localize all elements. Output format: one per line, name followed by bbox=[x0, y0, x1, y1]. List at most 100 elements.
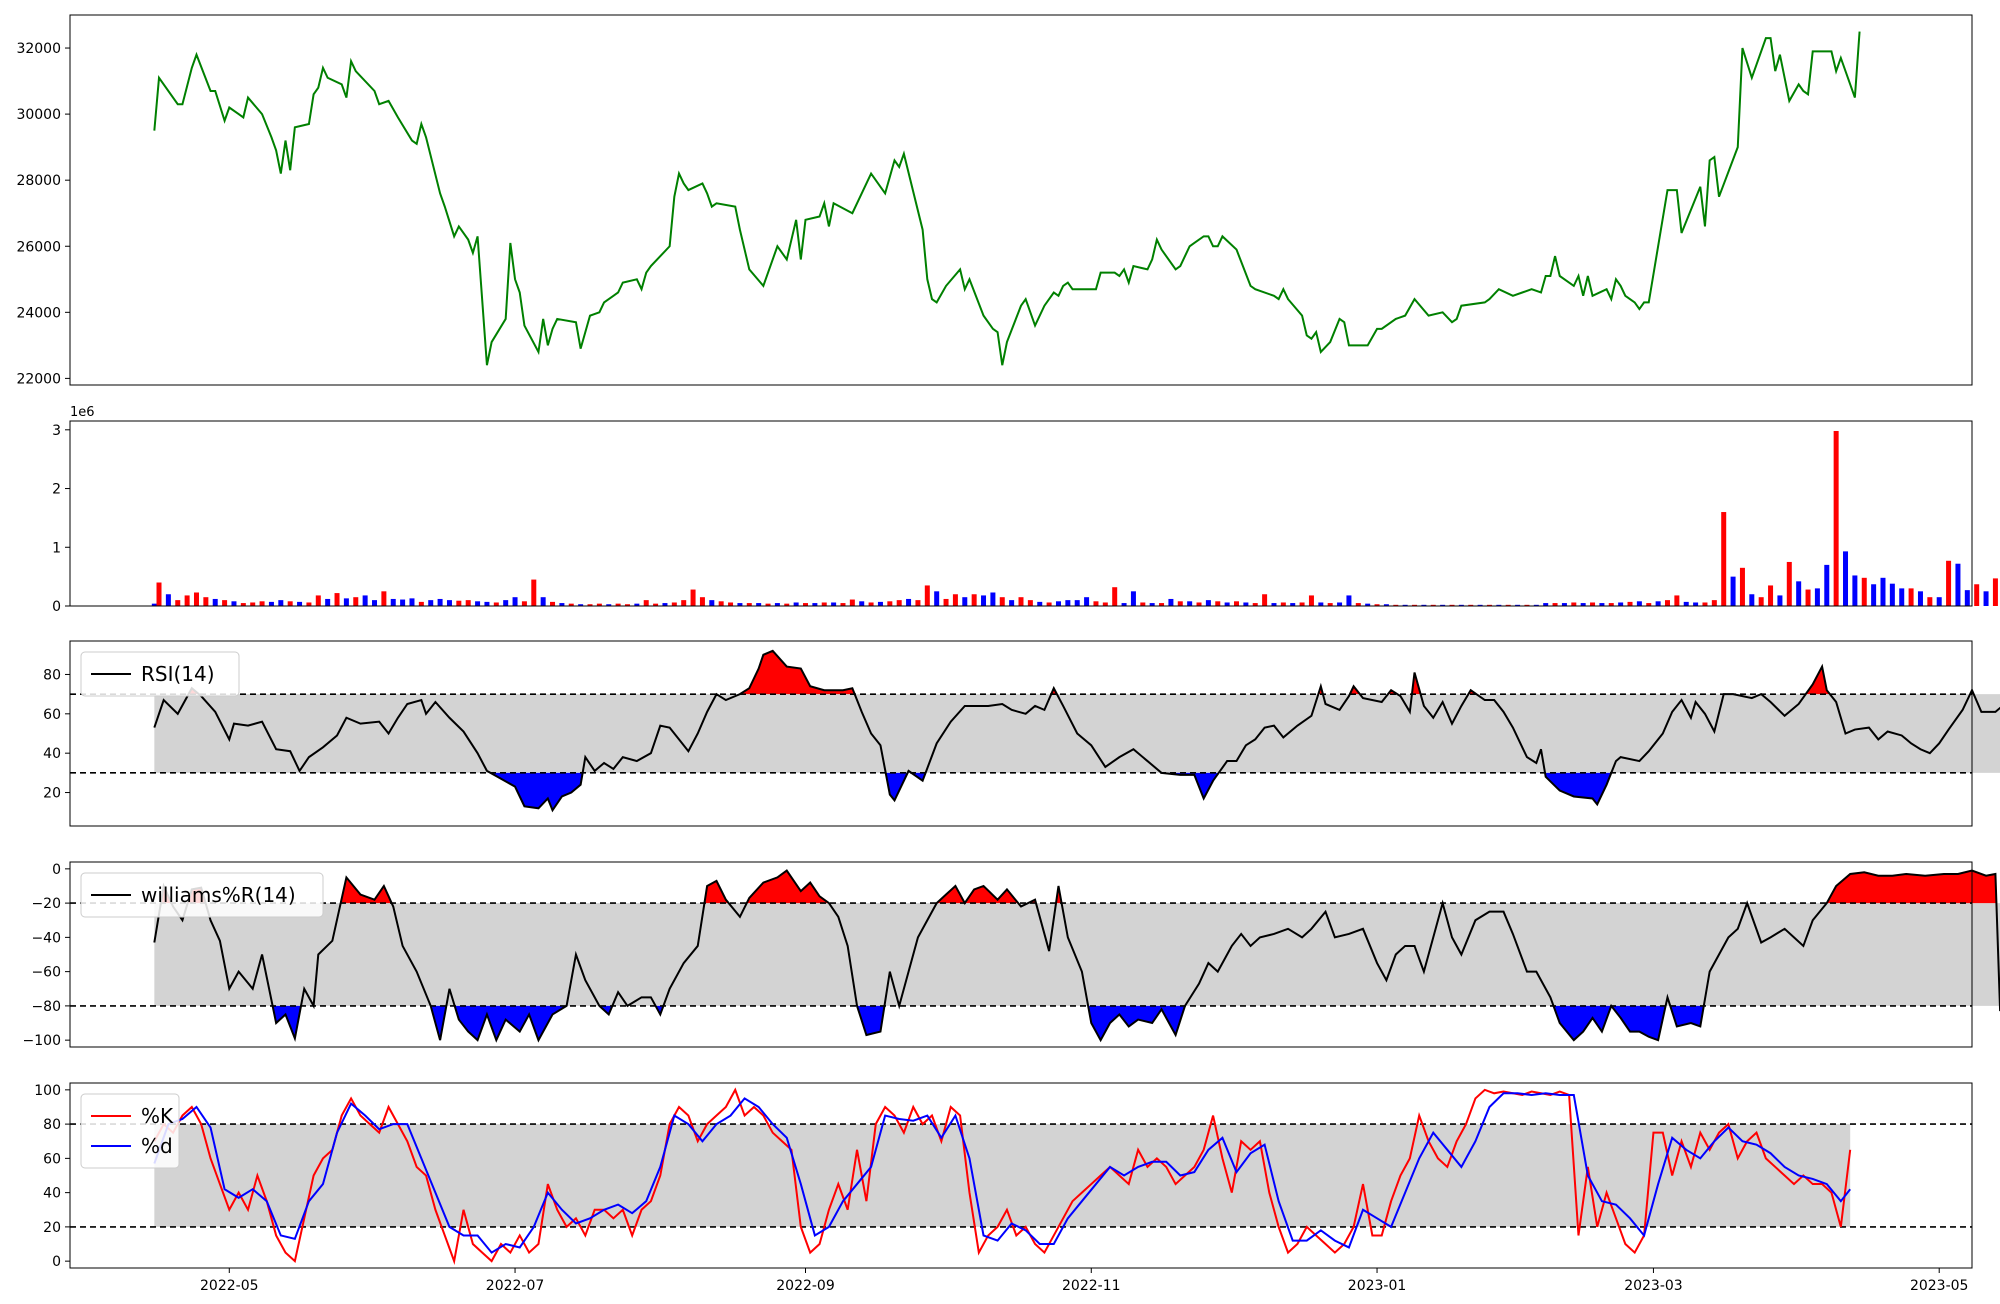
panel-4-ytick-label: 80 bbox=[43, 1117, 61, 1133]
volume-bar bbox=[1946, 561, 1951, 606]
volume-bar bbox=[691, 590, 696, 606]
volume-bar bbox=[1103, 602, 1108, 606]
volume-bar bbox=[353, 597, 358, 606]
volume-bar bbox=[1862, 578, 1867, 606]
volume-bar bbox=[1234, 601, 1239, 606]
volume-bar bbox=[1281, 602, 1286, 606]
volume-bar bbox=[1318, 602, 1323, 606]
volume-bar bbox=[1721, 512, 1726, 606]
panel-1-frame bbox=[70, 421, 1972, 606]
panel-4-ytick-label: 0 bbox=[52, 1254, 61, 1270]
volume-bar bbox=[1140, 602, 1145, 606]
volume-bar bbox=[541, 597, 546, 606]
volume-bar bbox=[1937, 597, 1942, 606]
volume-bar bbox=[1824, 565, 1829, 606]
volume-bar bbox=[391, 599, 396, 606]
rsi-legend-label: RSI(14) bbox=[141, 662, 215, 686]
volume-bar bbox=[1571, 602, 1576, 606]
volume-bar bbox=[1300, 602, 1305, 606]
volume-bar bbox=[1665, 600, 1670, 606]
volume-bar bbox=[1909, 588, 1914, 606]
volume-bar bbox=[831, 602, 836, 606]
volume-bar bbox=[447, 600, 452, 606]
volume-bar bbox=[1628, 602, 1633, 606]
panel-3-ytick-label: −20 bbox=[31, 896, 61, 912]
volume-bar bbox=[231, 601, 236, 606]
panel-0-ytick-label: 22000 bbox=[16, 371, 61, 387]
volume-bar bbox=[288, 601, 293, 606]
volume-bar bbox=[897, 600, 902, 606]
volume-offset-label: 1e6 bbox=[70, 405, 95, 420]
panel-3-ytick-label: −80 bbox=[31, 999, 61, 1015]
stochastic-legend-label: %d bbox=[141, 1134, 173, 1158]
volume-bar bbox=[1206, 600, 1211, 606]
volume-bar bbox=[466, 600, 471, 606]
x-tick-label: 2023-01 bbox=[1348, 1278, 1407, 1294]
x-tick-label: 2023-03 bbox=[1624, 1278, 1683, 1294]
panel-1-ytick-label: 2 bbox=[52, 482, 61, 498]
panel-3-ytick-label: −60 bbox=[31, 965, 61, 981]
volume-bar bbox=[1187, 601, 1192, 606]
panel-4-ytick-label: 40 bbox=[43, 1186, 61, 1202]
volume-bar bbox=[409, 598, 414, 606]
volume-bar bbox=[175, 600, 180, 606]
volume-bar bbox=[1178, 601, 1183, 606]
volume-bar bbox=[157, 583, 162, 606]
volume-bar bbox=[1974, 584, 1979, 606]
panel-3-ytick-label: −100 bbox=[23, 1033, 61, 1049]
volume-bar bbox=[306, 602, 311, 606]
volume-bar bbox=[456, 601, 461, 606]
panel-4-ytick-label: 100 bbox=[34, 1083, 61, 1099]
volume-bar bbox=[166, 594, 171, 606]
volume-bar bbox=[185, 595, 190, 606]
volume-bar bbox=[1684, 602, 1689, 606]
panel-0-ytick-label: 30000 bbox=[16, 107, 61, 123]
volume-bar bbox=[1815, 588, 1820, 606]
volume-bar bbox=[728, 602, 733, 606]
x-tick-label: 2022-05 bbox=[200, 1278, 259, 1294]
volume-bar bbox=[550, 602, 555, 606]
volume-bar bbox=[1749, 594, 1754, 606]
volume-bar bbox=[381, 591, 386, 606]
volume-bar bbox=[1590, 602, 1595, 606]
volume-bar bbox=[213, 599, 218, 606]
rsi-oversold-fill bbox=[1545, 773, 1611, 804]
volume-bar bbox=[850, 600, 855, 606]
volume-bar bbox=[794, 602, 799, 606]
volume-bar bbox=[335, 593, 340, 606]
panel-4-ytick-label: 60 bbox=[43, 1151, 61, 1167]
volume-bar bbox=[1880, 578, 1885, 606]
volume-bar bbox=[1759, 597, 1764, 606]
x-tick-label: 2022-09 bbox=[776, 1278, 835, 1294]
volume-bar bbox=[316, 595, 321, 606]
volume-bar bbox=[1777, 595, 1782, 606]
volume-bar bbox=[260, 601, 265, 606]
volume-bar bbox=[1197, 602, 1202, 606]
volume-bar bbox=[1056, 601, 1061, 606]
volume-bar bbox=[400, 600, 405, 606]
volume-bar bbox=[944, 599, 949, 606]
volume-bar bbox=[1037, 602, 1042, 606]
volume-bar bbox=[372, 600, 377, 606]
volume-bar bbox=[1075, 600, 1080, 606]
volume-bar bbox=[1656, 601, 1661, 606]
volume-bar bbox=[438, 599, 443, 606]
volume-bar bbox=[672, 602, 677, 606]
panel-1-ytick-label: 3 bbox=[52, 423, 61, 439]
williams-oversold-fill bbox=[1611, 1006, 1665, 1040]
volume-bar bbox=[1955, 564, 1960, 606]
volume-bar bbox=[869, 602, 874, 606]
volume-bar bbox=[1337, 602, 1342, 606]
volume-bar bbox=[1112, 587, 1117, 606]
volume-bar bbox=[1740, 568, 1745, 606]
volume-bar bbox=[503, 600, 508, 606]
volume-bar bbox=[1215, 601, 1220, 606]
volume-bar bbox=[906, 599, 911, 606]
volume-bar bbox=[1702, 602, 1707, 606]
volume-bar bbox=[1768, 585, 1773, 606]
volume-bar bbox=[1047, 602, 1052, 606]
